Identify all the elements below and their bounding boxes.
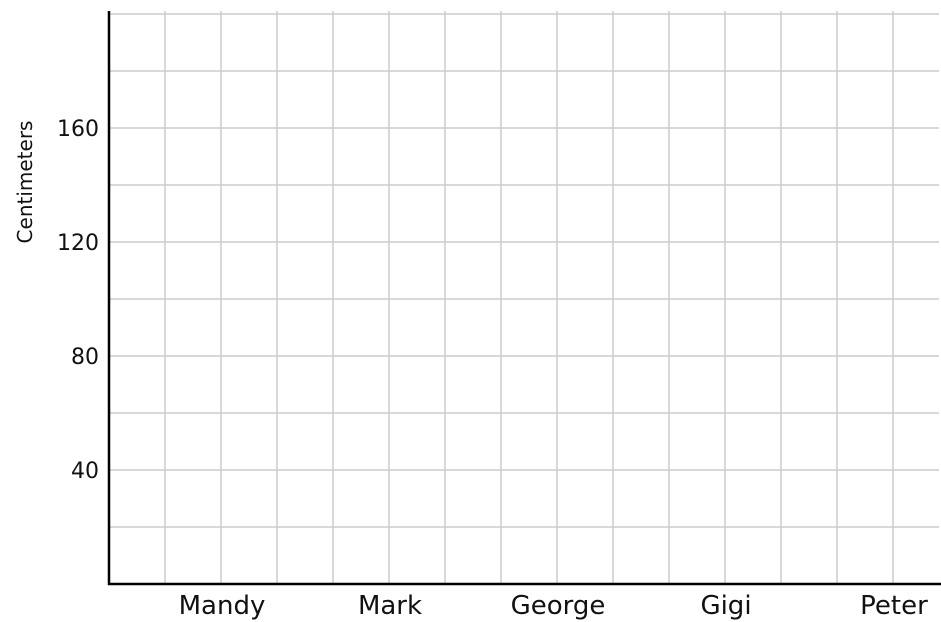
y-tick-label: 80 <box>71 345 99 370</box>
x-category-label: George <box>511 591 606 621</box>
y-tick-labels: 40 80 120 160 <box>57 117 99 484</box>
axes <box>107 11 941 586</box>
x-category-label: Peter <box>860 591 928 621</box>
grid <box>109 11 939 584</box>
x-category-label: Gigi <box>700 591 751 621</box>
y-axis-title: Centimeters <box>13 121 37 244</box>
y-tick-label: 40 <box>71 459 99 484</box>
x-category-label: Mandy <box>179 591 266 621</box>
y-tick-label: 120 <box>57 231 99 256</box>
y-tick-label: 160 <box>57 117 99 142</box>
x-category-labels: Mandy Mark George Gigi Peter <box>179 591 928 621</box>
x-category-label: Mark <box>358 591 422 621</box>
